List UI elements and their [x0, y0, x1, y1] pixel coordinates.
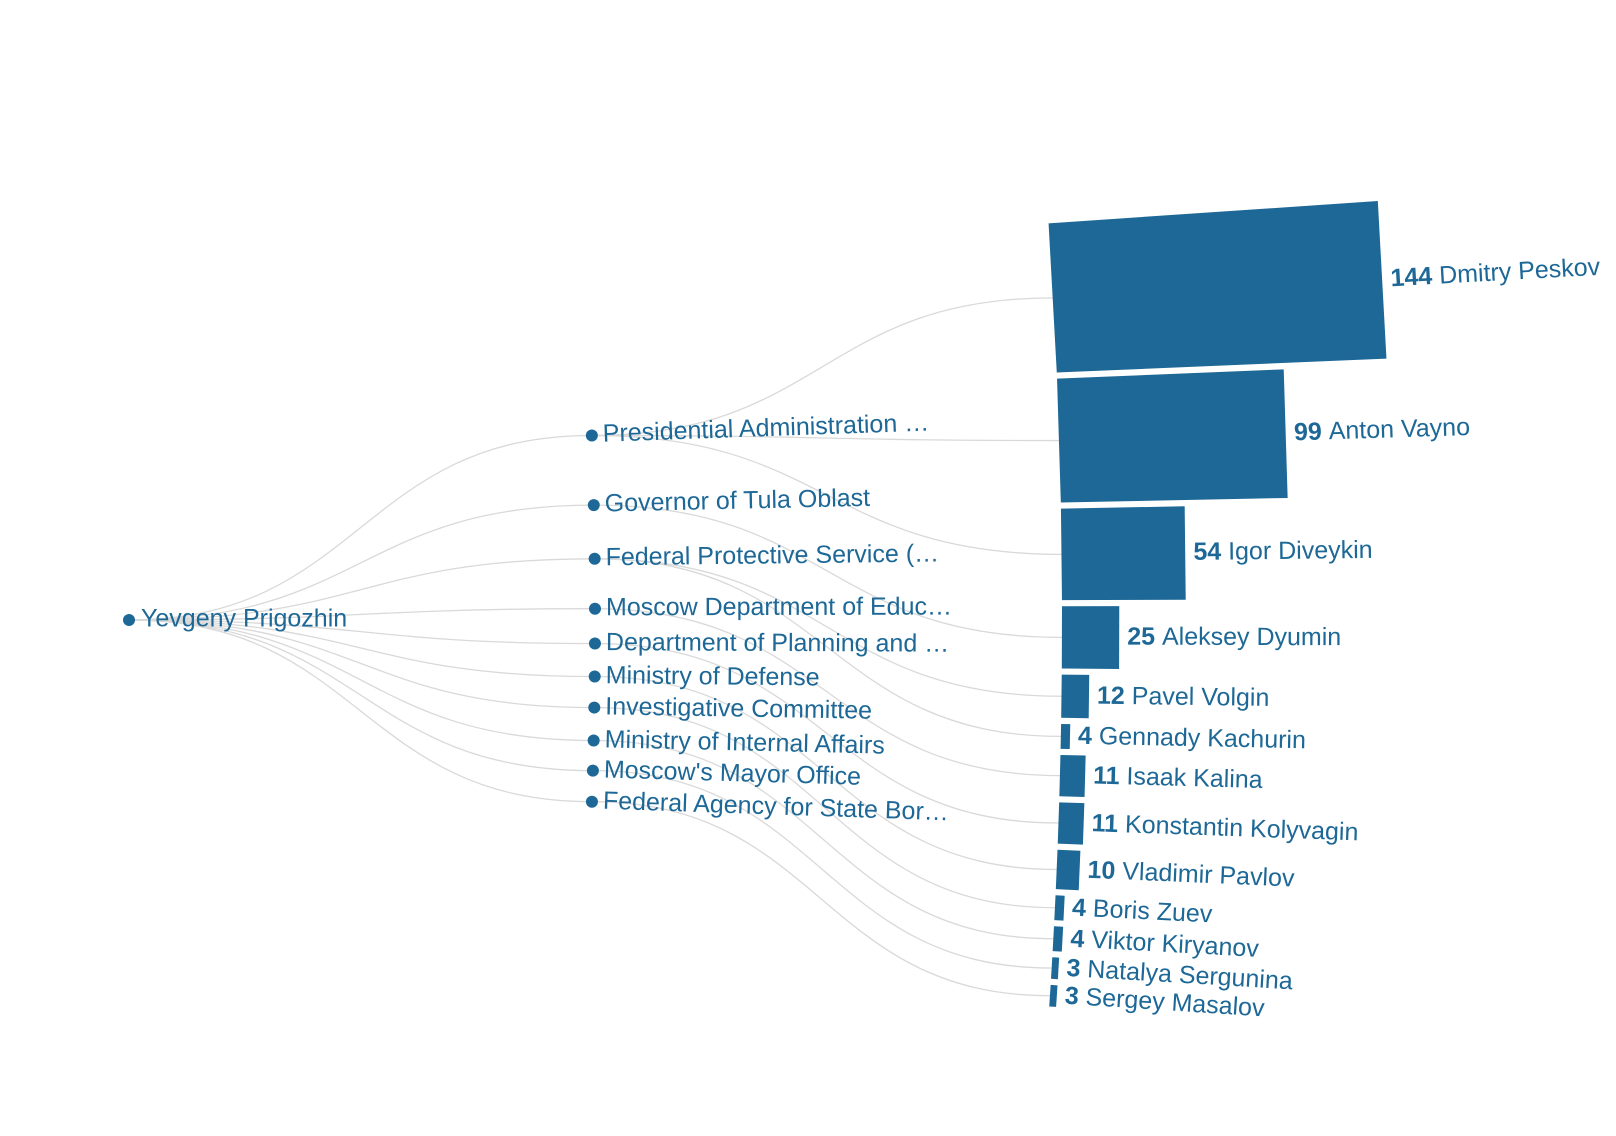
org-node-investigative-committee[interactable]	[588, 701, 601, 714]
root-node[interactable]	[123, 614, 135, 626]
org-label-presidential-administration: Presidential Administration …	[602, 409, 929, 448]
org-node-presidential-administration[interactable]	[585, 429, 598, 442]
org-node-ministry-of-internal-affairs[interactable]	[587, 734, 600, 747]
value-label: 11	[1091, 809, 1118, 838]
org-node-federal-protective-service[interactable]	[588, 552, 601, 565]
org-label-governor-of-tula-oblast: Governor of Tula Oblast	[604, 484, 870, 518]
bar-aleksey-dyumin[interactable]	[1061, 606, 1120, 670]
link-to-vladimir-pavlov	[594, 675, 1057, 871]
person-label-aleksey-dyumin: 25 Aleksey Dyumin	[1127, 622, 1341, 651]
org-node-department-of-planning-and[interactable]	[588, 637, 601, 650]
org-node-moscow-department-of-educ[interactable]	[588, 602, 601, 615]
value-label: 3	[1064, 981, 1080, 1010]
link-to-isaak-kalina	[594, 608, 1060, 777]
name-label: Konstantin Kolyvagin	[1118, 810, 1359, 846]
value-label: 3	[1066, 954, 1082, 983]
link-to-pavel-volgin	[594, 558, 1062, 697]
person-label-konstantin-kolyvagin: 11 Konstantin Kolyvagin	[1091, 809, 1359, 846]
name-label: Dmitry Peskov	[1431, 252, 1601, 289]
org-label-ministry-of-defense: Ministry of Defense	[606, 661, 820, 691]
org-node-governor-of-tula-oblast[interactable]	[587, 499, 600, 512]
value-label: 11	[1093, 761, 1120, 790]
link-to-anton-vayno	[591, 434, 1060, 442]
person-label-vladimir-pavlov: 10 Vladimir Pavlov	[1087, 855, 1296, 892]
link-to-igor-diveykin	[591, 434, 1062, 556]
link-to-konstantin-kolyvagin	[594, 642, 1059, 824]
value-label: 99	[1294, 417, 1323, 446]
links-layer	[128, 297, 1062, 997]
bar-natalya-sergunina[interactable]	[1051, 957, 1060, 980]
person-label-boris-zuev: 4 Boris Zuev	[1071, 893, 1213, 928]
link-to-gennady-kachurin	[594, 558, 1061, 738]
org-label-moscow-s-mayor-office: Moscow's Mayor Office	[604, 756, 862, 791]
link-to-sergey-masalov	[591, 801, 1050, 997]
name-label: Gennady Kachurin	[1092, 722, 1307, 754]
name-label: Vladimir Pavlov	[1115, 857, 1296, 893]
link-root-to-governor-of-tula-oblast	[128, 504, 594, 621]
labels-layer: 144 Dmitry Peskov 99 Anton Vayno 54 Igor D…	[141, 252, 1601, 1022]
org-label-ministry-of-internal-affairs: Ministry of Internal Affairs	[604, 725, 885, 759]
link-root-to-department-of-planning-and	[128, 619, 595, 645]
org-label-moscow-department-of-educ: Moscow Department of Educ…	[606, 593, 952, 622]
bar-viktor-kiryanov[interactable]	[1052, 926, 1064, 952]
bar-vladimir-pavlov[interactable]	[1055, 849, 1081, 891]
value-label: 54	[1193, 537, 1221, 565]
bar-anton-vayno[interactable]	[1057, 369, 1288, 503]
name-label: Aleksey Dyumin	[1155, 622, 1341, 651]
value-label: 144	[1390, 262, 1433, 292]
org-label-department-of-planning-and: Department of Planning and …	[606, 628, 949, 657]
link-root-to-presidential-administration	[128, 434, 592, 621]
name-label: Igor Diveykin	[1221, 536, 1373, 566]
name-label: Boris Zuev	[1085, 894, 1213, 928]
value-label: 4	[1071, 893, 1086, 922]
link-to-aleksey-dyumin	[593, 504, 1062, 639]
org-label-investigative-committee: Investigative Committee	[605, 692, 872, 724]
bars-layer	[1048, 201, 1387, 1007]
person-label-dmitry-peskov: 144 Dmitry Peskov	[1390, 252, 1602, 292]
org-node-moscow-s-mayor-office[interactable]	[586, 764, 599, 777]
value-label: 12	[1097, 681, 1125, 709]
link-root-to-ministry-of-internal-affairs	[128, 619, 594, 742]
bar-dmitry-peskov[interactable]	[1048, 201, 1387, 373]
org-node-federal-agency-for-state-bor[interactable]	[585, 795, 598, 808]
root-label: Yevgeny Prigozhin	[141, 605, 347, 633]
link-to-dmitry-peskov	[591, 297, 1054, 437]
bar-isaak-kalina[interactable]	[1059, 754, 1086, 798]
link-to-viktor-kiryanov	[593, 739, 1054, 940]
org-label-federal-agency-for-state-bor: Federal Agency for State Bor…	[603, 787, 950, 827]
person-label-igor-diveykin: 54 Igor Diveykin	[1193, 536, 1373, 566]
link-root-to-federal-agency-for-state-bor	[128, 619, 592, 803]
nodes-layer	[123, 429, 601, 808]
link-to-natalya-sergunina	[592, 769, 1052, 969]
person-label-anton-vayno: 99 Anton Vayno	[1294, 413, 1471, 446]
link-root-to-federal-protective-service	[128, 558, 595, 621]
name-label: Anton Vayno	[1321, 413, 1470, 446]
org-node-ministry-of-defense[interactable]	[588, 670, 601, 683]
bar-gennady-kachurin[interactable]	[1060, 723, 1071, 750]
value-label: 4	[1070, 924, 1086, 953]
person-label-gennady-kachurin: 4 Gennady Kachurin	[1078, 721, 1306, 754]
value-label: 25	[1127, 622, 1155, 650]
link-root-to-moscow-department-of-educ	[128, 608, 595, 621]
link-root-to-ministry-of-defense	[128, 619, 595, 678]
value-label: 10	[1087, 855, 1116, 884]
link-to-boris-zuev	[594, 706, 1055, 909]
value-label: 4	[1078, 721, 1093, 749]
name-label: Isaak Kalina	[1119, 762, 1263, 794]
bar-sergey-masalov[interactable]	[1049, 984, 1058, 1007]
bar-konstantin-kolyvagin[interactable]	[1057, 802, 1085, 845]
bar-pavel-volgin[interactable]	[1061, 674, 1090, 719]
name-label: Pavel Volgin	[1125, 682, 1270, 712]
bar-igor-diveykin[interactable]	[1060, 506, 1186, 601]
link-root-to-investigative-committee	[128, 619, 595, 709]
person-label-isaak-kalina: 11 Isaak Kalina	[1093, 761, 1263, 793]
org-label-federal-protective-service: Federal Protective Service (…	[605, 539, 939, 571]
bar-boris-zuev[interactable]	[1054, 895, 1065, 921]
link-root-to-moscow-s-mayor-office	[128, 619, 593, 772]
person-label-pavel-volgin: 12 Pavel Volgin	[1097, 681, 1270, 711]
